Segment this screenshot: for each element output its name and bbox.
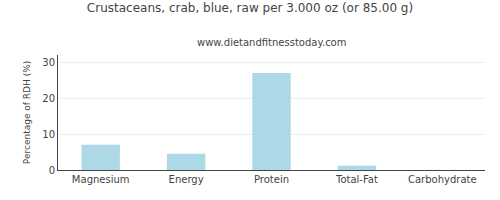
- svg-text:30: 30: [42, 57, 55, 68]
- svg-text:Crustaceans, crab, blue, raw p: Crustaceans, crab, blue, raw per 3.000 o…: [87, 1, 413, 15]
- svg-text:www.dietandfitnesstoday.com: www.dietandfitnesstoday.com: [197, 37, 346, 48]
- svg-text:Carbohydrate: Carbohydrate: [408, 174, 477, 185]
- svg-text:Magnesium: Magnesium: [72, 174, 130, 185]
- svg-text:20: 20: [42, 93, 55, 104]
- svg-text:Energy: Energy: [169, 174, 204, 185]
- svg-text:0: 0: [49, 165, 55, 176]
- svg-text:Protein: Protein: [254, 174, 289, 185]
- svg-text:Total-Fat: Total-Fat: [335, 174, 378, 185]
- svg-text:10: 10: [42, 129, 55, 140]
- svg-text:Percentage of RDH (%): Percentage of RDH (%): [22, 61, 32, 164]
